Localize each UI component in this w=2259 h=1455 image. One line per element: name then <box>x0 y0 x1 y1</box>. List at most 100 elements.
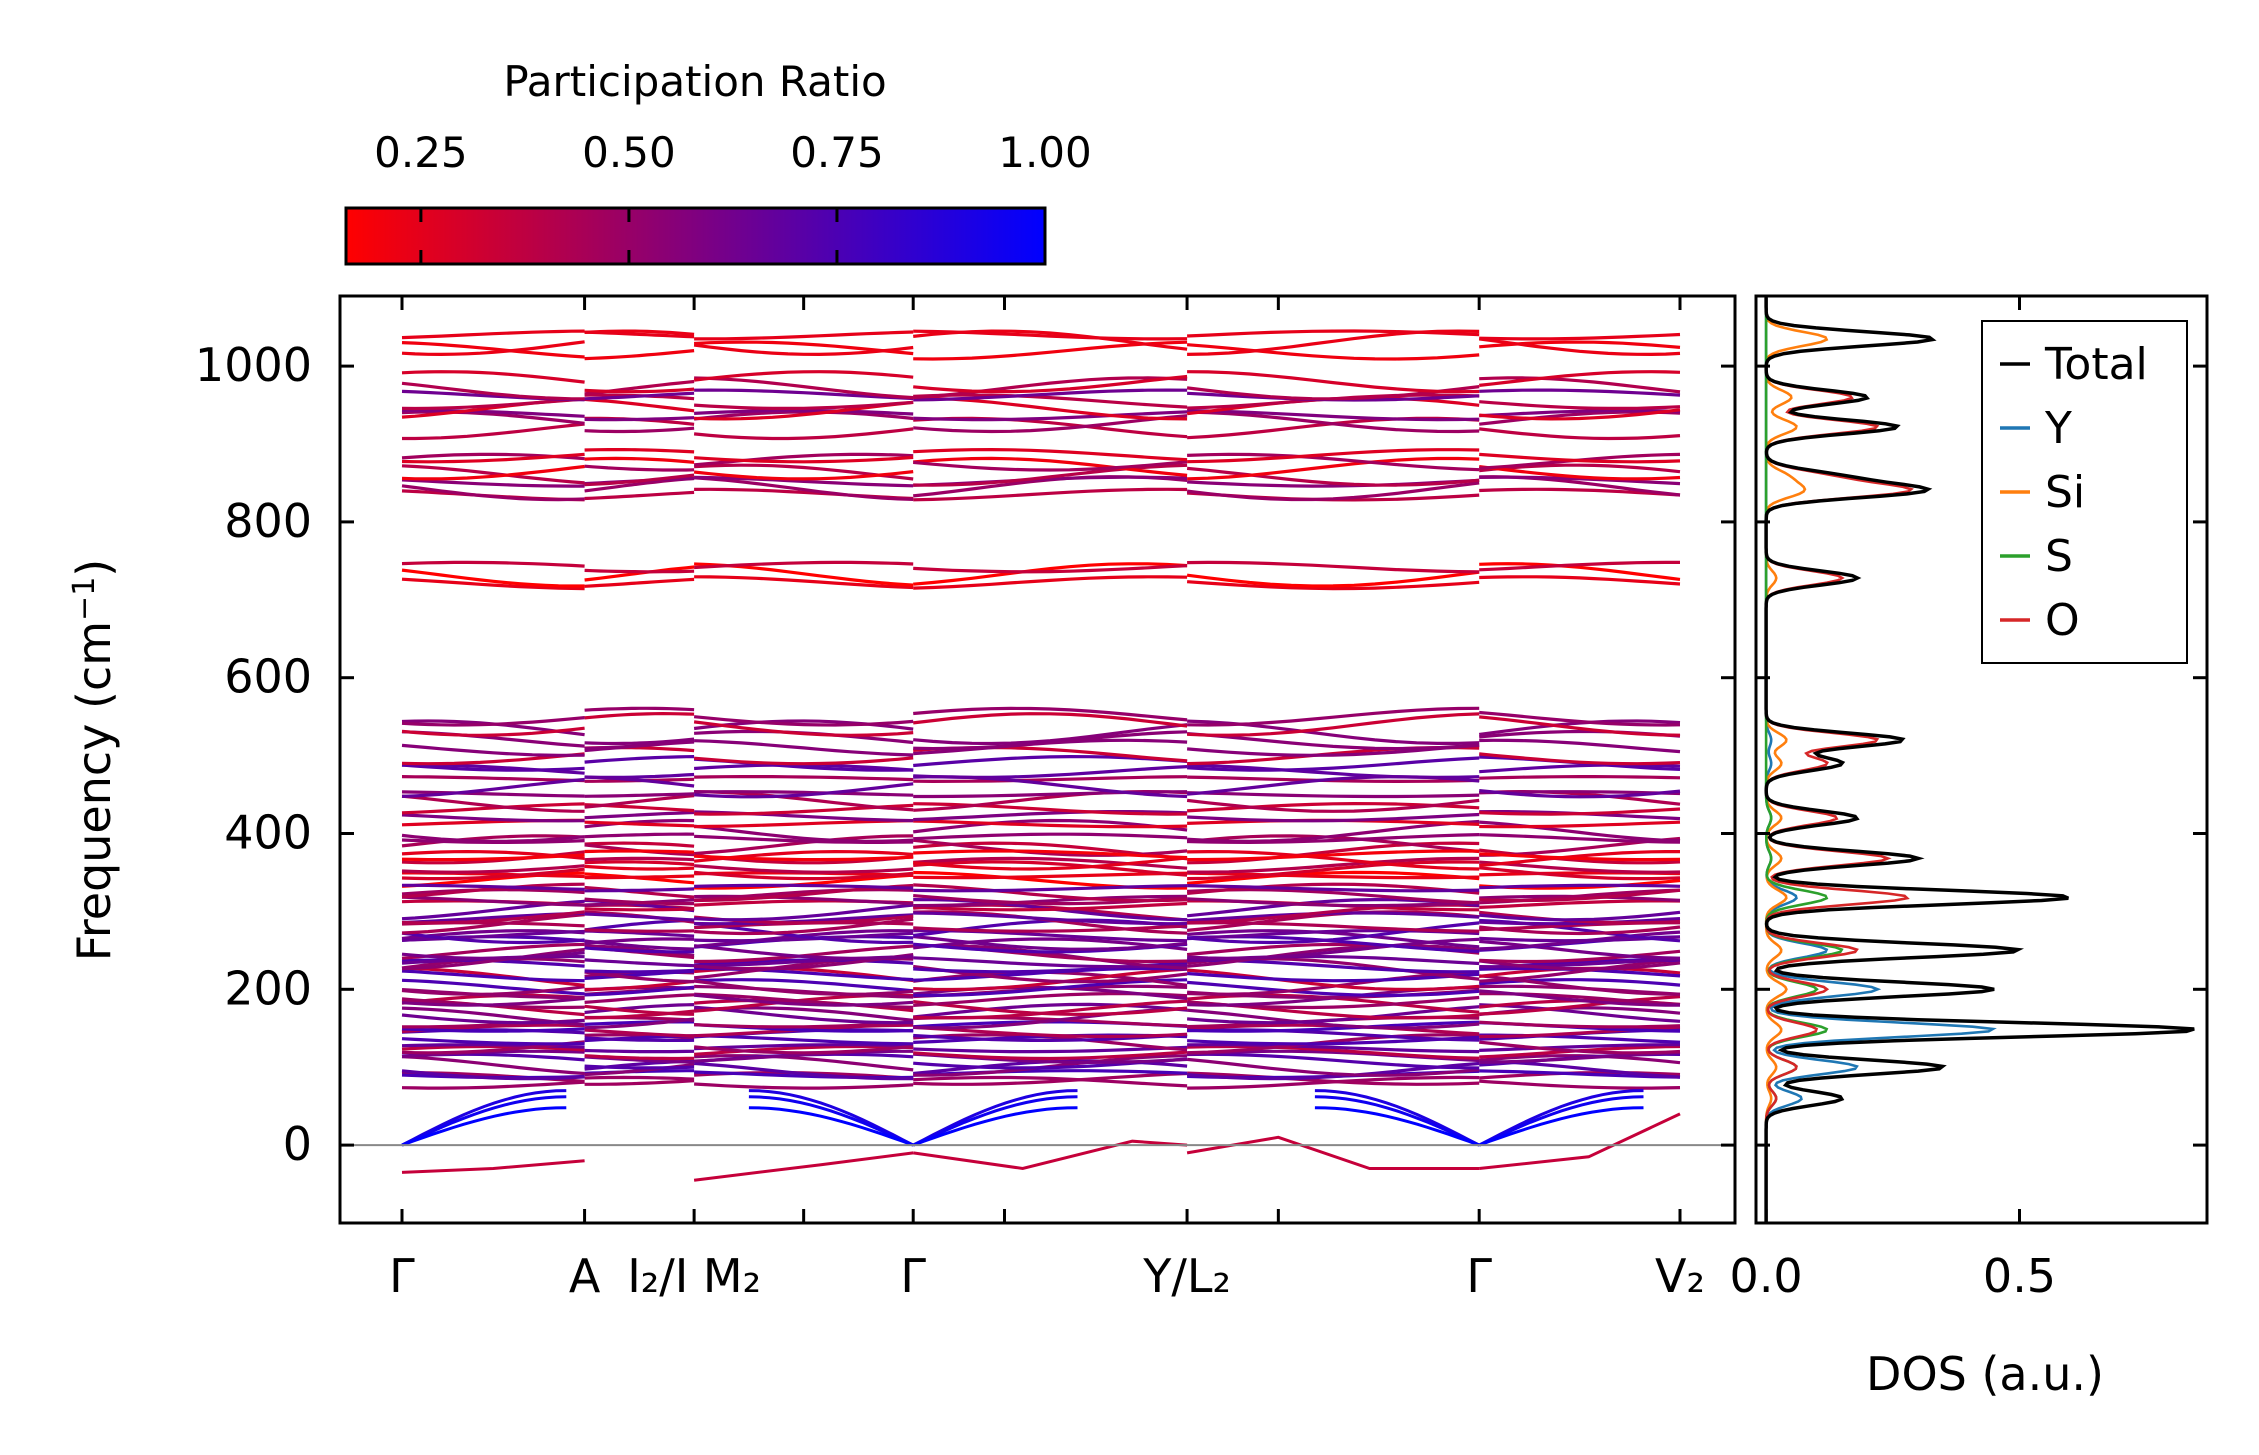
acoustic-branch <box>401 1106 567 1147</box>
phonon-band <box>1479 820 1681 829</box>
phonon-band <box>913 978 1188 998</box>
phonon-band <box>913 924 1188 933</box>
phonon-band <box>584 464 695 472</box>
phonon-band <box>584 993 695 1004</box>
phonon-band <box>1479 400 1681 410</box>
phonon-band <box>913 901 1188 912</box>
y-tick-label: 800 <box>224 494 312 548</box>
phonon-band <box>694 782 914 799</box>
legend-label: Si <box>2045 467 2085 518</box>
phonon-band <box>1479 910 1681 925</box>
band-structure-panel: 0 200 400 600 800 1000 Γ A I₂/I M₂ Γ Y/L₂ Γ V₂ Frequ… <box>67 294 1737 1303</box>
phonon-band <box>401 951 585 960</box>
phonon-band <box>584 426 695 434</box>
phonon-band <box>694 1082 914 1090</box>
phonon-band <box>693 944 914 960</box>
phonon-band <box>401 409 585 418</box>
phonon-band <box>694 560 914 570</box>
phonon-band <box>401 777 585 798</box>
phonon-band <box>913 414 1188 434</box>
colorbar-tick-label: 0.50 <box>582 128 676 177</box>
phonon-band <box>913 856 1188 871</box>
phonon-band <box>913 856 1188 870</box>
phonon-band <box>584 860 695 867</box>
dos-x-tick-label: 0.0 <box>1730 1249 1803 1303</box>
phonon-band <box>1187 1071 1480 1086</box>
y-axis-label-sup: −1 <box>67 577 102 621</box>
dos-x-axis-label: DOS (a.u.) <box>1866 1347 2104 1401</box>
y-tick-label: 1000 <box>195 338 312 392</box>
phonon-band <box>1479 1020 1681 1029</box>
high-symmetry-label: Y/L₂ <box>1142 1249 1231 1303</box>
phonon-band <box>401 882 585 899</box>
phonon-band <box>913 860 1188 877</box>
dos-curve-total <box>1764 297 2195 1223</box>
phonon-band <box>401 763 585 772</box>
phonon-band <box>1479 775 1681 780</box>
phonon-band <box>913 463 1188 487</box>
phonon-band <box>693 864 914 874</box>
phonon-band <box>584 970 695 984</box>
phonon-band <box>1479 989 1680 1007</box>
acoustic-branch <box>912 1106 1078 1147</box>
phonon-band <box>693 921 914 945</box>
phonon-band <box>584 1075 695 1081</box>
phonon-band <box>401 931 585 945</box>
phonon-band <box>584 706 695 712</box>
phonon-band <box>913 393 1188 409</box>
phonon-band <box>584 448 695 454</box>
band-frame <box>338 294 1737 1225</box>
phonon-band <box>913 934 1188 951</box>
legend-label: Total <box>2044 339 2148 390</box>
phonon-band <box>584 568 695 574</box>
phonon-band <box>584 968 695 974</box>
phonon-band <box>401 978 585 996</box>
phonon-band <box>401 560 585 568</box>
phonon-band <box>584 565 695 582</box>
phonon-band <box>1479 1069 1681 1079</box>
phonon-band <box>584 330 695 339</box>
phonon-band <box>401 397 585 411</box>
colorbar-frame <box>344 206 1047 266</box>
phonon-band <box>1186 980 1480 997</box>
phonon-band <box>584 810 695 820</box>
dos-x-tick-label: 0.5 <box>1983 1249 2056 1303</box>
phonon-band <box>584 349 695 361</box>
phonon-band <box>1479 995 1681 1016</box>
phonon-band <box>1186 968 1480 992</box>
phonon-band <box>693 343 914 357</box>
phonon-band <box>584 1054 695 1061</box>
phonon-band <box>913 775 1188 799</box>
phonon-band <box>1479 370 1681 387</box>
phonon-band <box>694 739 914 757</box>
phonon-band <box>401 985 585 996</box>
phonon-band <box>1479 917 1681 926</box>
acoustic-branch <box>1314 1095 1480 1147</box>
y-tick-label: 200 <box>224 961 312 1015</box>
phonon-band <box>1186 944 1480 968</box>
phonon-band <box>584 818 695 829</box>
phonon-band <box>1187 921 1480 933</box>
phonon-band <box>1479 560 1680 572</box>
phonon-band <box>1186 481 1480 502</box>
phonon-band <box>1187 849 1480 871</box>
phonon-band <box>913 460 1188 472</box>
colorbar-tick-label: 0.75 <box>790 128 884 177</box>
phonon-band <box>693 715 914 727</box>
phonon-band <box>401 910 585 925</box>
phonon-band <box>693 1005 914 1025</box>
phonon-band <box>1479 332 1681 341</box>
phonon-band <box>913 487 1188 502</box>
phonon-band <box>913 562 1188 586</box>
phonon-band <box>1187 712 1480 737</box>
phonon-band <box>1187 448 1480 464</box>
phonon-band <box>913 956 1188 969</box>
phonon-band <box>913 937 1188 951</box>
phonon-band <box>913 871 1188 880</box>
phonon-band <box>913 1002 1188 1019</box>
dos-legend: Total Y Si SO <box>1981 320 2188 664</box>
phonon-band <box>1479 820 1681 843</box>
phonon-band <box>913 447 1188 462</box>
phonon-band <box>401 794 585 813</box>
phonon-band <box>694 790 914 797</box>
